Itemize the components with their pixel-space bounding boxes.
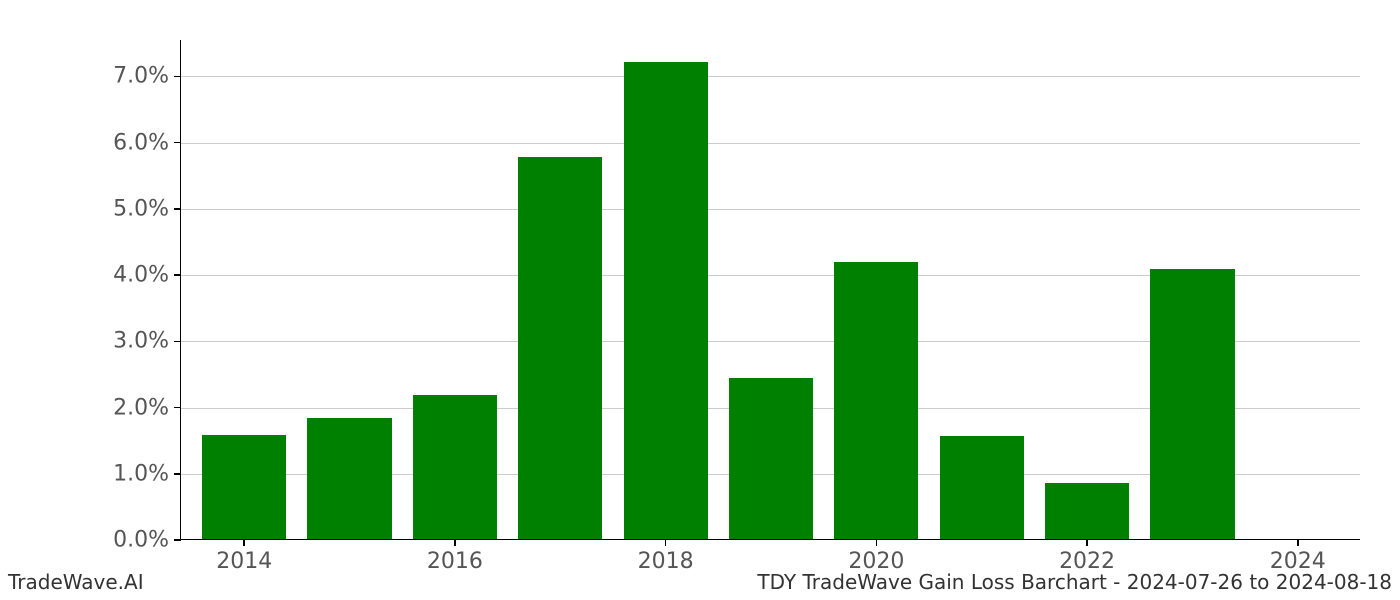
y-tick-mark xyxy=(174,407,181,409)
y-tick-mark xyxy=(174,142,181,144)
x-tick-mark xyxy=(243,539,245,546)
y-tick-label: 0.0% xyxy=(113,528,169,553)
y-tick-label: 4.0% xyxy=(113,263,169,288)
y-tick-label: 2.0% xyxy=(113,395,169,420)
y-tick-mark xyxy=(174,76,181,78)
y-tick-mark xyxy=(174,208,181,210)
bar-2017 xyxy=(518,157,602,539)
y-tick-label: 7.0% xyxy=(113,64,169,89)
bar-2021 xyxy=(940,436,1024,539)
y-tick-label: 5.0% xyxy=(113,196,169,221)
bar-2022 xyxy=(1045,483,1129,539)
y-tick-label: 3.0% xyxy=(113,329,169,354)
bar-2023 xyxy=(1150,269,1234,539)
gridline xyxy=(181,76,1360,77)
x-tick-label: 2018 xyxy=(638,549,694,574)
bar-2015 xyxy=(307,418,391,539)
gridline xyxy=(181,209,1360,210)
bar-chart: 0.0%1.0%2.0%3.0%4.0%5.0%6.0%7.0%20142016… xyxy=(180,40,1360,540)
x-tick-mark xyxy=(665,539,667,546)
x-tick-mark xyxy=(1086,539,1088,546)
plot-area: 0.0%1.0%2.0%3.0%4.0%5.0%6.0%7.0%20142016… xyxy=(180,40,1360,540)
y-tick-mark xyxy=(174,274,181,276)
y-tick-mark xyxy=(174,539,181,541)
bar-2019 xyxy=(729,378,813,539)
bar-2018 xyxy=(624,62,708,539)
bar-2020 xyxy=(834,262,918,539)
x-tick-label: 2016 xyxy=(427,549,483,574)
y-tick-label: 6.0% xyxy=(113,130,169,155)
gridline xyxy=(181,143,1360,144)
bar-2016 xyxy=(413,395,497,539)
y-tick-mark xyxy=(174,341,181,343)
x-tick-mark xyxy=(876,539,878,546)
bar-2014 xyxy=(202,435,286,539)
x-tick-mark xyxy=(1297,539,1299,546)
y-tick-mark xyxy=(174,473,181,475)
x-tick-label: 2014 xyxy=(216,549,272,574)
footer-caption: TDY TradeWave Gain Loss Barchart - 2024-… xyxy=(757,570,1392,594)
x-tick-mark xyxy=(454,539,456,546)
y-tick-label: 1.0% xyxy=(113,461,169,486)
footer-brand: TradeWave.AI xyxy=(8,570,144,594)
